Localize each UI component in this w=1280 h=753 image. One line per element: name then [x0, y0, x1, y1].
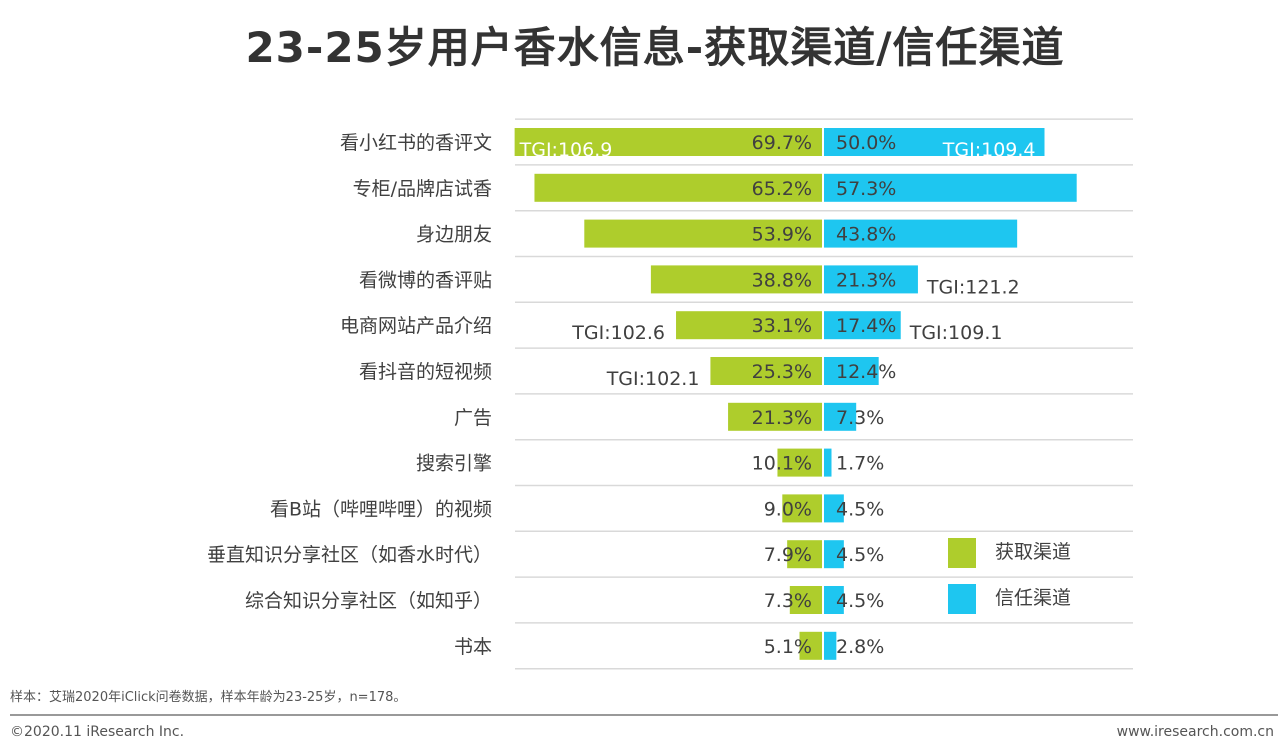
bar-acquire [787, 540, 822, 569]
value-label-acquire: 53.9% [752, 224, 812, 246]
value-label-trust: 7.3% [836, 407, 884, 429]
value-label-acquire: 33.1% [752, 315, 812, 337]
bar-trust [824, 448, 832, 477]
value-label-trust: 4.5% [836, 544, 884, 566]
category-label: 看小红书的香评文 [340, 132, 492, 154]
value-label-acquire: 10.1% [752, 453, 812, 475]
website-link[interactable]: www.iresearch.com.cn [1116, 724, 1274, 740]
value-label-acquire: 38.8% [752, 269, 812, 291]
value-label-acquire: 7.3% [764, 590, 812, 612]
bar-acquire [676, 311, 822, 340]
bar-acquire [799, 631, 822, 660]
bar-trust [824, 540, 844, 569]
value-label-acquire: 69.7% [752, 132, 812, 154]
tgi-annotation: TGI:102.6 [571, 322, 665, 344]
category-label: 书本 [454, 636, 492, 658]
tgi-annotation: TGI:109.4 [942, 139, 1036, 161]
bar-acquire [584, 219, 822, 248]
legend-swatch [948, 538, 976, 568]
category-label: 综合知识分享社区（如知乎） [245, 590, 492, 612]
bar-acquire [514, 128, 822, 156]
bar-acquire [789, 586, 822, 614]
value-label-trust: 43.8% [836, 224, 896, 246]
value-label-trust: 4.5% [836, 498, 884, 520]
tgi-annotation: TGI:121.2 [926, 276, 1020, 298]
bar-acquire [728, 402, 822, 431]
chart-title: 23-25岁用户香水信息-获取渠道/信任渠道 [245, 23, 1065, 72]
category-label: 电商网站产品介绍 [340, 315, 492, 337]
bar-acquire [782, 494, 822, 523]
sample-note: 样本：艾瑞2020年iClick问卷数据，样本年龄为23-25岁，n=178。 [10, 690, 407, 705]
bar-trust [824, 219, 1018, 248]
category-label: 看B站（哔哩哔哩）的视频 [270, 498, 492, 520]
category-label: 广告 [454, 407, 492, 429]
category-label: 搜索引擎 [416, 453, 492, 475]
value-label-acquire: 21.3% [752, 407, 812, 429]
value-label-acquire: 7.9% [764, 544, 812, 566]
value-label-trust: 57.3% [836, 178, 896, 200]
bar-trust [824, 586, 844, 614]
tgi-annotation: TGI:109.1 [909, 322, 1003, 344]
value-label-trust: 17.4% [836, 315, 896, 337]
value-label-trust: 21.3% [836, 269, 896, 291]
category-label: 看抖音的短视频 [359, 361, 492, 383]
value-label-acquire: 65.2% [752, 178, 812, 200]
bar-trust [824, 128, 1045, 156]
copyright: ©2020.11 iResearch Inc. [10, 724, 185, 740]
value-label-acquire: 25.3% [752, 361, 812, 383]
bar-acquire [650, 265, 822, 294]
category-label: 身边朋友 [416, 224, 492, 246]
category-label: 垂直知识分享社区（如香水时代） [207, 544, 492, 566]
legend-label: 获取渠道 [995, 541, 1071, 563]
legend-label: 信任渠道 [995, 587, 1071, 609]
bar-trust [824, 265, 918, 294]
value-label-acquire: 5.1% [764, 636, 812, 658]
value-label-trust: 1.7% [836, 453, 884, 475]
tgi-annotation: TGI:106.9 [519, 139, 613, 161]
bar-trust [824, 402, 857, 431]
bar-acquire [534, 173, 822, 202]
legend-swatch [948, 584, 976, 614]
bar-acquire [710, 357, 822, 385]
bar-trust [824, 357, 879, 385]
diverging-bar-chart: 看小红书的香评文 69.7% 50.0% 专柜/品牌店试香 65.2% 57.3% 身边朋友… [207, 118, 1133, 670]
value-label-trust: 50.0% [836, 132, 896, 154]
category-label: 专柜/品牌店试香 [353, 178, 492, 200]
tgi-annotation: TGI:102.1 [606, 368, 700, 390]
category-label: 看微博的香评贴 [359, 269, 492, 291]
bar-acquire [777, 448, 822, 477]
footer-divider [10, 714, 1278, 716]
bar-trust [824, 173, 1077, 202]
value-label-trust: 4.5% [836, 590, 884, 612]
bar-trust [824, 311, 901, 340]
bar-trust [824, 494, 844, 523]
value-label-trust: 12.4% [836, 361, 896, 383]
value-label-acquire: 9.0% [764, 498, 812, 520]
value-label-trust: 2.8% [836, 636, 884, 658]
bar-trust [824, 631, 837, 660]
